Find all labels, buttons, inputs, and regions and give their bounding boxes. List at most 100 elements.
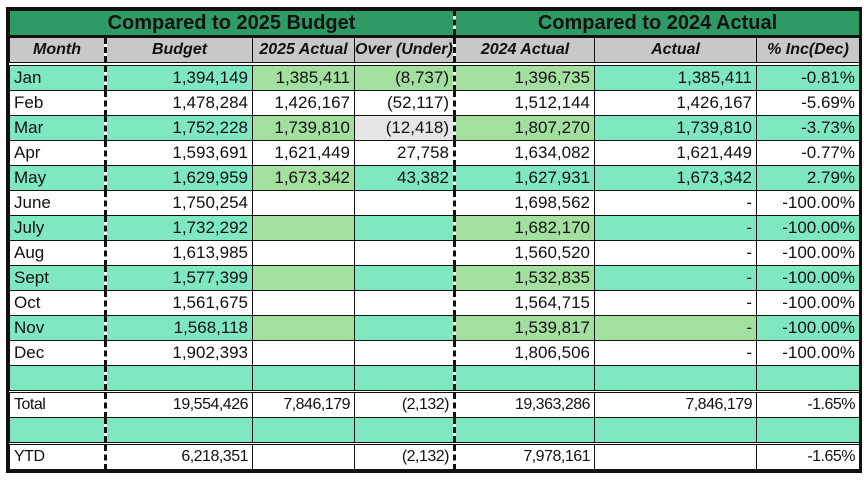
- cell-budget: 1,902,393: [105, 340, 253, 366]
- cell-pct-inc-dec: -1.65%: [756, 390, 861, 418]
- cell-2024-actual: 1,698,562: [454, 190, 596, 216]
- cell-over-under: [353, 365, 457, 392]
- col-header-month: Month: [9, 36, 107, 66]
- cell-2025-actual: [252, 265, 355, 291]
- table-row: YTD 6,218,351 (2,132) 7,978,161 -1.65%: [9, 442, 861, 470]
- cell-budget: 1,593,691: [105, 140, 253, 166]
- cell-over-under: (12,418): [353, 115, 457, 141]
- cell-pct-inc-dec: -100.00%: [756, 240, 861, 266]
- cell-month: Mar: [9, 115, 107, 141]
- cell-budget: [105, 417, 253, 444]
- cell-over-under: (2,132): [353, 390, 457, 418]
- table-row: Dec 1,902,393 1,806,506- -100.00%: [9, 340, 861, 366]
- cell-pct-inc-dec: -5.69%: [756, 90, 861, 116]
- cell-actual: -: [594, 265, 758, 291]
- cell-pct-inc-dec: -100.00%: [756, 315, 861, 341]
- cell-budget: 1,577,399: [105, 265, 253, 291]
- table-row: June 1,750,254 1,698,562- -100.00%: [9, 190, 861, 216]
- cell-month: Aug: [9, 240, 107, 266]
- cell-pct-inc-dec: [756, 417, 861, 444]
- cell-budget: 1,613,985: [105, 240, 253, 266]
- section-title-row: Compared to 2025 Budget Compared to 2024…: [8, 10, 861, 38]
- cell-month: Apr: [9, 140, 107, 166]
- cell-2024-actual: 1,682,170: [454, 215, 596, 241]
- cell-pct-inc-dec: -1.65%: [756, 442, 861, 470]
- cell-pct-inc-dec: -100.00%: [756, 215, 861, 241]
- col-header-2024-actual: 2024 Actual: [454, 36, 596, 66]
- cell-over-under: [353, 215, 457, 241]
- cell-pct-inc-dec: -100.00%: [756, 265, 861, 291]
- cell-over-under: 43,382: [353, 165, 457, 191]
- table-row: Mar 1,752,228 1,739,810 (12,418) 1,807,270 1,…: [9, 115, 861, 141]
- cell-over-under: [353, 340, 457, 366]
- spacer-row: [9, 417, 861, 444]
- cell-actual: -: [594, 215, 758, 241]
- cell-2025-actual: [252, 442, 355, 470]
- cell-actual: -: [594, 340, 758, 366]
- cell-month: May: [9, 165, 107, 191]
- col-header-over-under: Over (Under): [353, 36, 457, 66]
- cell-2025-actual: [252, 215, 355, 241]
- cell-2024-actual: 1,532,835: [454, 265, 596, 291]
- cell-2024-actual: 19,363,286: [454, 390, 596, 418]
- cell-month: Sept: [9, 265, 107, 291]
- cell-pct-inc-dec: -100.00%: [756, 290, 861, 316]
- cell-over-under: (2,132): [353, 442, 457, 470]
- cell-actual: 1,426,167: [594, 90, 758, 116]
- cell-actual: -: [594, 240, 758, 266]
- cell-month: Nov: [9, 315, 107, 341]
- header-row: Month Budget 2025 Actual Over (Under) 20…: [9, 36, 861, 66]
- cell-2025-actual: [252, 190, 355, 216]
- cell-over-under: 27,758: [353, 140, 457, 166]
- cell-over-under: [353, 265, 457, 291]
- cell-2024-actual: 1,564,715: [454, 290, 596, 316]
- cell-2024-actual: [454, 365, 596, 392]
- cell-budget: 1,629,959: [105, 165, 253, 191]
- cell-month: [9, 417, 107, 444]
- table-row: Jan 1,394,149 1,385,411 (8,737) 1,396,735 1,3…: [9, 63, 861, 91]
- cell-2025-actual: 1,426,167: [252, 90, 355, 116]
- cell-actual: 1,621,449: [594, 140, 758, 166]
- cell-pct-inc-dec: [756, 365, 861, 392]
- cell-over-under: (52,117): [353, 90, 457, 116]
- cell-month: Dec: [9, 340, 107, 366]
- cell-month: [9, 365, 107, 392]
- cell-over-under: (8,737): [353, 63, 457, 91]
- cell-actual: -: [594, 290, 758, 316]
- table-row: July 1,732,292 1,682,170- -100.00%: [9, 215, 861, 241]
- cell-2025-actual: 1,739,810: [252, 115, 355, 141]
- section-budget-title: Compared to 2025 Budget: [8, 10, 457, 38]
- cell-month: Oct: [9, 290, 107, 316]
- cell-actual: -: [594, 190, 758, 216]
- section-actual-title: Compared to 2024 Actual: [454, 10, 861, 38]
- cell-budget: [105, 365, 253, 392]
- cell-2025-actual: [252, 240, 355, 266]
- cell-budget: 19,554,426: [105, 390, 253, 418]
- cell-2024-actual: 1,539,817: [454, 315, 596, 341]
- cell-2025-actual: 1,621,449: [252, 140, 355, 166]
- cell-over-under: [353, 290, 457, 316]
- cell-actual: 1,673,342: [594, 165, 758, 191]
- cell-month: Total: [9, 390, 107, 418]
- spacer-row: [9, 365, 861, 392]
- cell-2024-actual: [454, 417, 596, 444]
- cell-actual: [594, 365, 758, 392]
- cell-2024-actual: 1,396,735: [454, 63, 596, 91]
- col-header-actual: Actual: [594, 36, 758, 66]
- cell-pct-inc-dec: -3.73%: [756, 115, 861, 141]
- cell-pct-inc-dec: -0.77%: [756, 140, 861, 166]
- cell-actual: 7,846,179: [594, 390, 758, 418]
- table-row: Sept 1,577,399 1,532,835- -100.00%: [9, 265, 861, 291]
- cell-month: Feb: [9, 90, 107, 116]
- cell-month: YTD: [9, 442, 107, 470]
- cell-pct-inc-dec: 2.79%: [756, 165, 861, 191]
- cell-2025-actual: 1,673,342: [252, 165, 355, 191]
- cell-pct-inc-dec: -0.81%: [756, 63, 861, 91]
- cell-actual: 1,385,411: [594, 63, 758, 91]
- cell-2025-actual: [252, 315, 355, 341]
- table-row: Nov 1,568,118 1,539,817- -100.00%: [9, 315, 861, 341]
- table-row: May 1,629,959 1,673,342 43,382 1,627,931 1,67…: [9, 165, 861, 191]
- cell-2025-actual: 7,846,179: [252, 390, 355, 418]
- cell-budget: 1,478,284: [105, 90, 253, 116]
- budget-comparison-table: Compared to 2025 Budget Compared to 2024…: [6, 7, 862, 473]
